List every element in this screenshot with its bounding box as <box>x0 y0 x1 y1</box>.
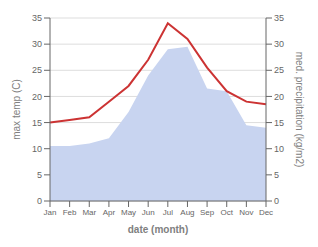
svg-text:10: 10 <box>32 144 42 154</box>
svg-text:Nov: Nov <box>239 208 253 217</box>
svg-text:5: 5 <box>37 170 42 180</box>
svg-text:Feb: Feb <box>63 208 77 217</box>
svg-text:5: 5 <box>274 170 279 180</box>
svg-text:Sep: Sep <box>200 208 215 217</box>
svg-text:20: 20 <box>32 92 42 102</box>
svg-text:Jun: Jun <box>142 208 155 217</box>
svg-text:max temp (C): max temp (C) <box>11 79 22 140</box>
svg-text:Oct: Oct <box>221 208 234 217</box>
svg-text:Jan: Jan <box>44 208 57 217</box>
svg-text:Dec: Dec <box>259 208 273 217</box>
svg-text:25: 25 <box>32 65 42 75</box>
svg-text:15: 15 <box>274 118 284 128</box>
svg-text:15: 15 <box>32 118 42 128</box>
svg-text:30: 30 <box>32 39 42 49</box>
svg-text:date (month): date (month) <box>128 224 189 235</box>
svg-text:35: 35 <box>32 13 42 23</box>
svg-text:20: 20 <box>274 92 284 102</box>
svg-text:Jul: Jul <box>163 208 173 217</box>
svg-text:Apr: Apr <box>103 208 116 217</box>
svg-text:0: 0 <box>37 196 42 206</box>
svg-text:Mar: Mar <box>82 208 96 217</box>
svg-text:med. precipitation (kg/m2): med. precipitation (kg/m2) <box>294 52 305 168</box>
svg-text:30: 30 <box>274 39 284 49</box>
svg-text:25: 25 <box>274 65 284 75</box>
svg-text:May: May <box>121 208 136 217</box>
svg-text:0: 0 <box>274 196 279 206</box>
svg-text:10: 10 <box>274 144 284 154</box>
svg-text:35: 35 <box>274 13 284 23</box>
svg-text:Aug: Aug <box>180 208 194 217</box>
